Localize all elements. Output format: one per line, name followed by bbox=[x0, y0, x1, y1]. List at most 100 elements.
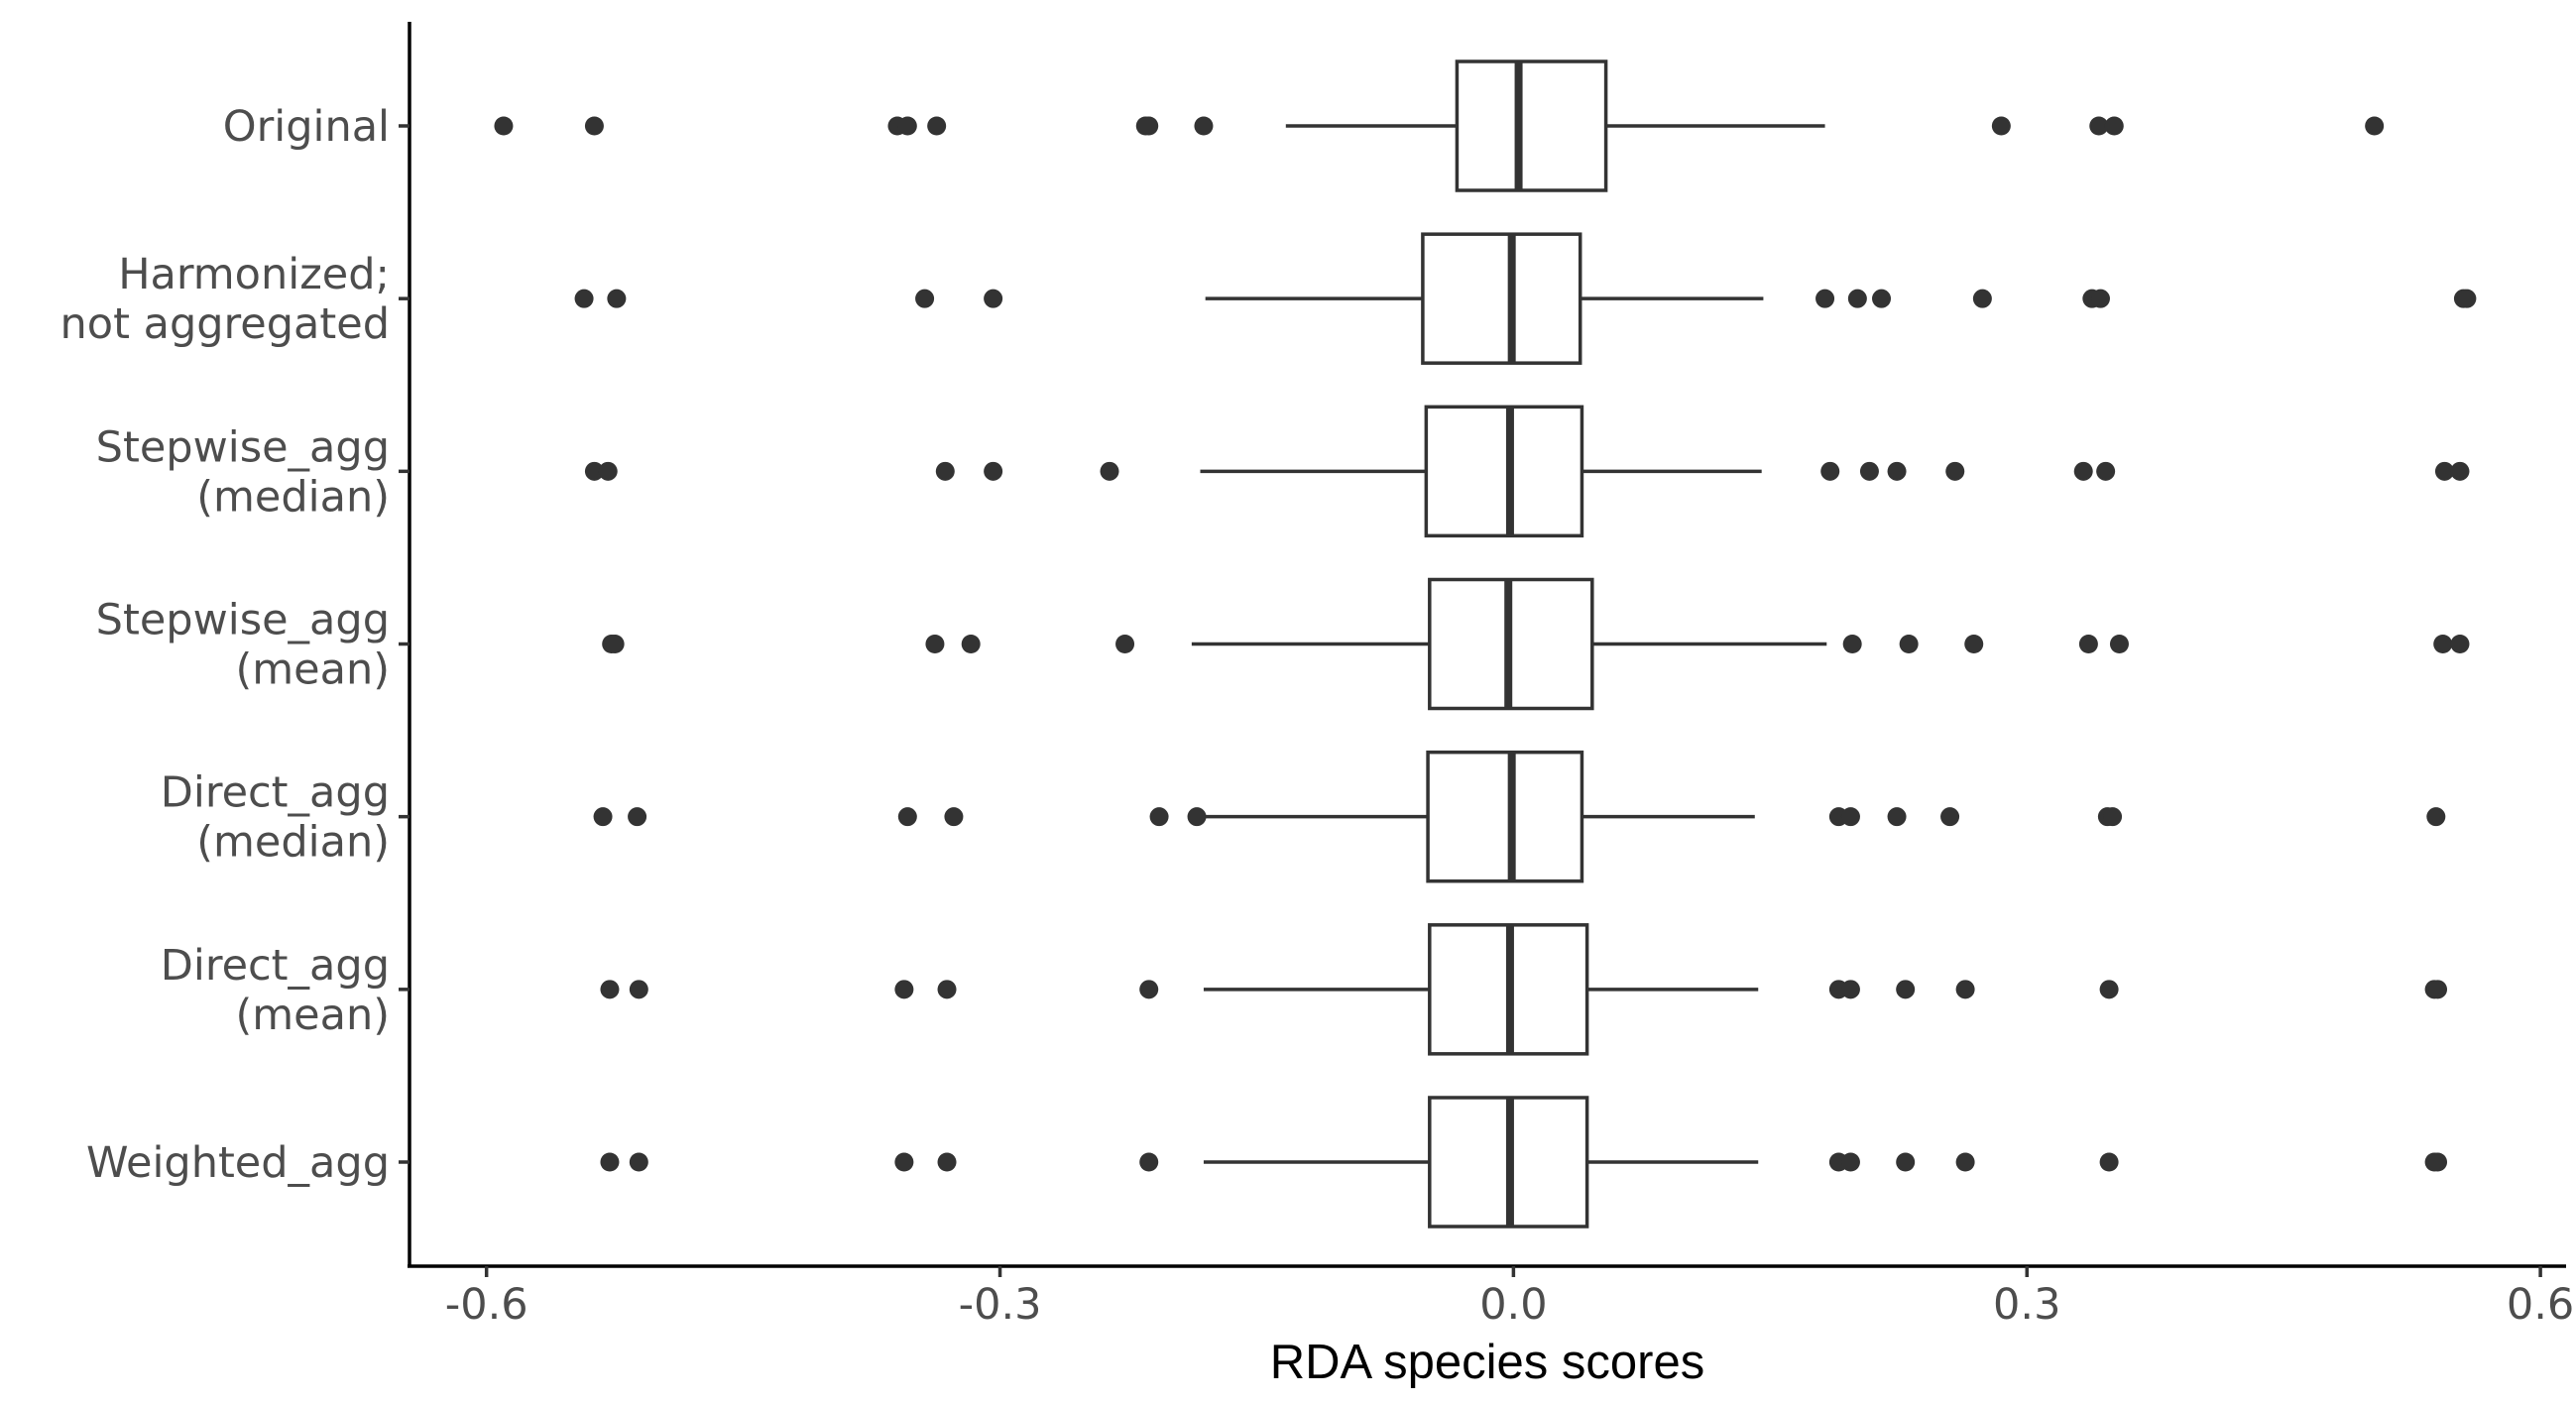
outlier-point bbox=[584, 461, 604, 481]
outlier-point bbox=[2090, 289, 2110, 308]
y-tick-label: Harmonized; bbox=[118, 250, 390, 299]
outlier-point bbox=[961, 635, 981, 653]
outlier-point bbox=[2078, 635, 2098, 653]
outlier-point bbox=[1955, 1152, 1975, 1172]
outlier-point bbox=[1187, 807, 1207, 827]
box-group bbox=[574, 232, 2477, 365]
x-axis: -0.6 -0.3 0.0 0.3 0.6 bbox=[445, 1266, 2574, 1330]
y-tick-label: (mean) bbox=[236, 645, 391, 695]
outlier-point bbox=[984, 461, 1003, 481]
outlier-point bbox=[2365, 116, 2385, 136]
outlier-point bbox=[1991, 116, 2011, 136]
outlier-point bbox=[894, 980, 914, 999]
outlier-point bbox=[494, 116, 514, 136]
y-tick-label: Original bbox=[223, 102, 390, 152]
outlier-point bbox=[593, 807, 613, 827]
outlier-point bbox=[1820, 461, 1840, 481]
outlier-point bbox=[937, 980, 957, 999]
outlier-point bbox=[600, 1152, 620, 1172]
outlier-point bbox=[2457, 289, 2477, 308]
outlier-point bbox=[574, 289, 594, 308]
y-tick-label: (mean) bbox=[236, 991, 391, 1040]
outlier-point bbox=[607, 289, 627, 308]
outlier-point bbox=[1100, 461, 1119, 481]
x-tick-label: -0.6 bbox=[445, 1280, 528, 1330]
outlier-point bbox=[2103, 807, 2123, 827]
outlier-point bbox=[629, 1152, 648, 1172]
outlier-point bbox=[927, 116, 947, 136]
outlier-point bbox=[1139, 980, 1159, 999]
outlier-point bbox=[1896, 980, 1916, 999]
outlier-point bbox=[2434, 461, 2454, 481]
outlier-point bbox=[935, 461, 955, 481]
outlier-point bbox=[1872, 289, 1892, 308]
outlier-point bbox=[1149, 807, 1169, 827]
outlier-point bbox=[2096, 461, 2116, 481]
outlier-point bbox=[1842, 635, 1862, 653]
outlier-point bbox=[2099, 980, 2119, 999]
iqr-box bbox=[1421, 232, 1582, 365]
outlier-point bbox=[915, 289, 935, 308]
outlier-point bbox=[1859, 461, 1879, 481]
x-tick-label: 0.6 bbox=[2507, 1280, 2574, 1330]
outlier-point bbox=[897, 116, 917, 136]
x-tick-label: 0.3 bbox=[1993, 1280, 2060, 1330]
outlier-point bbox=[2428, 980, 2448, 999]
box-group bbox=[593, 750, 2446, 883]
outlier-point bbox=[1899, 635, 1919, 653]
outlier-point bbox=[1847, 289, 1867, 308]
outlier-point bbox=[1139, 116, 1159, 136]
outlier-point bbox=[937, 1152, 957, 1172]
outlier-point bbox=[984, 289, 1003, 308]
outlier-point bbox=[600, 980, 620, 999]
iqr-box bbox=[1455, 59, 1608, 192]
outlier-point bbox=[1840, 807, 1860, 827]
outlier-point bbox=[629, 980, 648, 999]
iqr-box bbox=[1424, 405, 1584, 538]
outlier-point bbox=[605, 635, 625, 653]
box-group bbox=[600, 923, 2448, 1056]
outlier-point bbox=[1840, 980, 1860, 999]
y-tick-label: Direct_agg bbox=[161, 941, 390, 991]
y-tick-label: Direct_agg bbox=[161, 768, 390, 818]
outlier-point bbox=[1940, 807, 1960, 827]
outlier-point bbox=[2450, 461, 2470, 481]
outlier-point bbox=[628, 807, 647, 827]
outlier-point bbox=[1972, 289, 1992, 308]
outlier-point bbox=[1945, 461, 1965, 481]
outlier-point bbox=[584, 116, 604, 136]
outlier-point bbox=[1955, 980, 1975, 999]
outlier-point bbox=[1139, 1152, 1159, 1172]
outlier-point bbox=[2109, 635, 2129, 653]
box-group bbox=[584, 405, 2470, 538]
outlier-point bbox=[2104, 116, 2124, 136]
box-group bbox=[494, 59, 2385, 192]
outlier-point bbox=[598, 461, 618, 481]
outlier-point bbox=[897, 807, 917, 827]
x-axis-title: RDA species scores bbox=[1270, 1336, 1704, 1389]
y-tick-label: Weighted_agg bbox=[86, 1138, 390, 1188]
outlier-point bbox=[1840, 1152, 1860, 1172]
outlier-point bbox=[925, 635, 945, 653]
box-group bbox=[602, 577, 2470, 711]
y-axis: Original Harmonized;not aggregated Stepwis… bbox=[60, 102, 410, 1188]
y-tick-label: Stepwise_agg bbox=[96, 596, 390, 645]
outlier-point bbox=[1887, 807, 1907, 827]
y-tick-label: Stepwise_agg bbox=[96, 422, 390, 472]
y-tick-label: not aggregated bbox=[60, 299, 390, 349]
outlier-point bbox=[1887, 461, 1907, 481]
box-group bbox=[600, 1096, 2448, 1229]
outlier-point bbox=[1964, 635, 1984, 653]
x-tick-label: -0.3 bbox=[959, 1280, 1042, 1330]
outlier-point bbox=[894, 1152, 914, 1172]
outlier-point bbox=[2089, 116, 2109, 136]
outlier-point bbox=[944, 807, 964, 827]
iqr-box bbox=[1426, 750, 1584, 883]
outlier-point bbox=[1815, 289, 1835, 308]
outlier-point bbox=[2426, 807, 2446, 827]
plot-marks bbox=[494, 59, 2477, 1229]
outlier-point bbox=[1115, 635, 1135, 653]
outlier-point bbox=[1194, 116, 1214, 136]
y-tick-label: (median) bbox=[196, 472, 390, 522]
